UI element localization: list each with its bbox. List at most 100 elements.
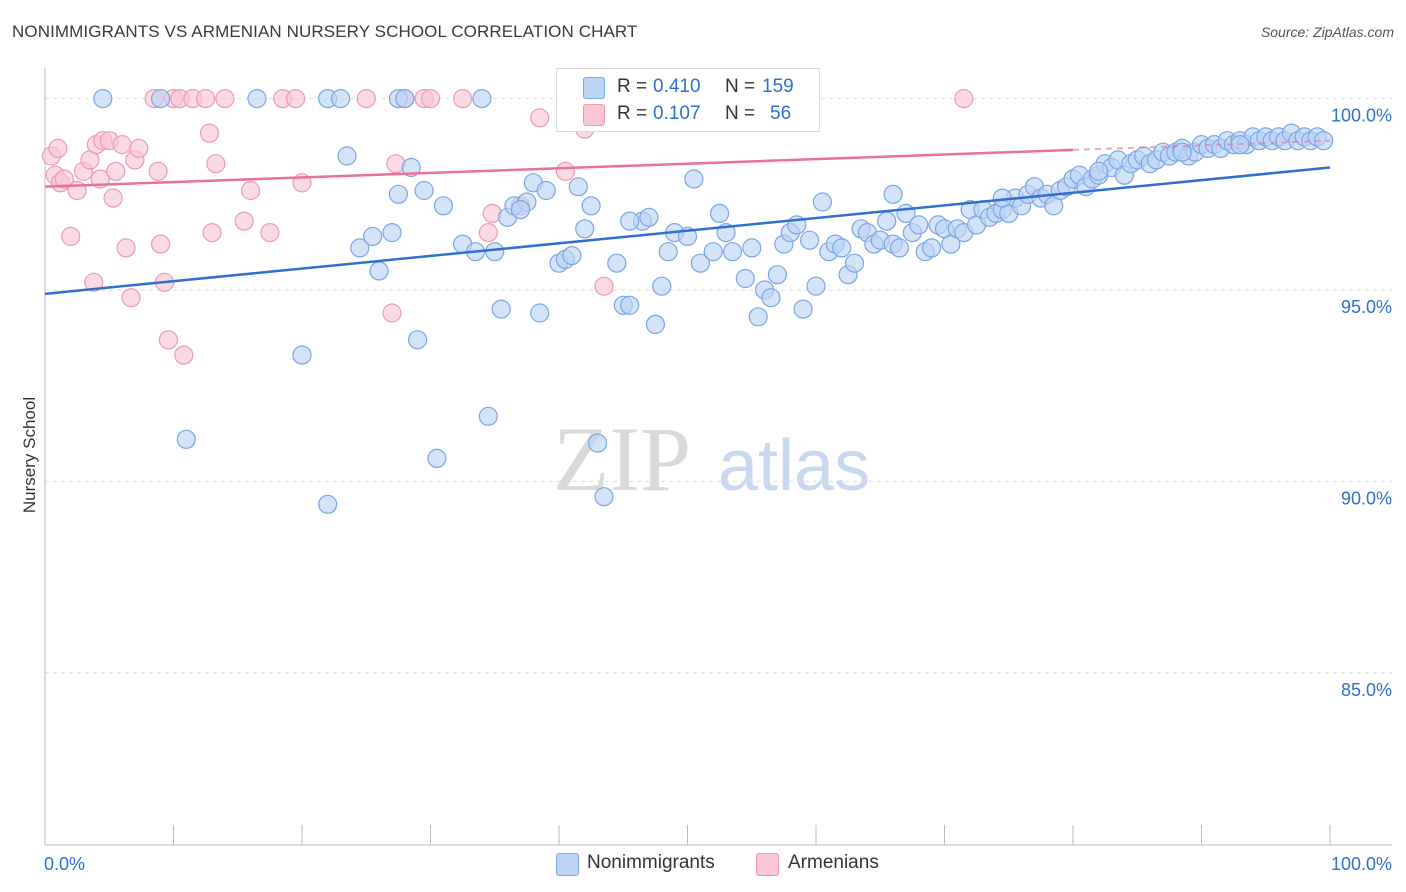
legend-n-label: N = [725,76,756,97]
point-nonimmigrants [832,238,852,258]
point-nonimmigrants [690,253,711,273]
point-armenians [420,88,441,109]
point-nonimmigrants [806,276,826,296]
legend-swatch-armenians [583,104,605,126]
legend-row-armenians: R = 0.107 N = 56 [557,100,819,128]
bottom-legend-swatch-nonimmigrants [556,853,579,876]
point-nonimmigrants [510,200,531,220]
point-armenians [594,276,614,296]
trend-line-nonimmigrants [44,166,1331,296]
y-tick-label: 85.0% [1341,680,1392,700]
point-armenians [129,138,149,158]
point-nonimmigrants [793,299,813,319]
legend-row-nonimmigrants: R = 0.410 N = 159 [557,73,819,101]
point-nonimmigrants [401,157,421,178]
point-nonimmigrants [93,88,113,109]
x-tick-label: 100.0% [1331,854,1392,874]
point-armenians [116,238,136,258]
axes [44,68,1392,846]
point-nonimmigrants [761,288,781,308]
point-nonimmigrants [568,177,588,197]
y-tick-labels: 100.0% 95.0% 90.0% 85.0% [1331,106,1392,700]
point-armenians [954,88,974,109]
point-armenians [103,188,123,208]
point-nonimmigrants [742,238,762,258]
point-armenians [202,223,222,243]
trend-line-armenians [44,148,1074,188]
point-armenians [234,211,254,231]
point-nonimmigrants [658,242,678,262]
point-armenians [61,226,81,246]
point-armenians [151,234,171,254]
point-nonimmigrants [722,242,743,262]
point-nonimmigrants [1172,142,1192,162]
point-nonimmigrants [472,88,492,109]
point-nonimmigrants [292,345,312,365]
bottom-legend-swatch-armenians [756,853,779,876]
point-nonimmigrants [703,242,723,262]
point-armenians [174,345,194,365]
y-tick-label: 90.0% [1341,488,1392,508]
trend-line-extension-armenians [1072,139,1331,151]
point-nonimmigrants [909,215,929,235]
point-nonimmigrants [594,487,614,507]
point-nonimmigrants [575,219,595,239]
point-nonimmigrants [877,211,897,231]
point-armenians [121,288,141,308]
point-nonimmigrants [331,88,351,109]
legend-n-value: 159 [762,76,794,97]
point-armenians [356,88,376,109]
point-armenians [196,88,216,109]
point-nonimmigrants [587,433,608,453]
point-armenians [199,123,220,143]
point-nonimmigrants [337,146,357,166]
point-armenians [530,108,550,128]
point-nonimmigrants [684,169,704,189]
point-armenians [286,88,306,109]
stats-legend: R = 0.410 N = 159 R = 0.107 N = 56 [556,68,820,132]
point-armenians [453,88,473,109]
y-axis-label: Nursery School [20,397,39,513]
point-nonimmigrants [562,246,582,266]
point-nonimmigrants [652,276,672,296]
point-nonimmigrants [151,88,171,109]
point-nonimmigrants [581,196,601,216]
point-armenians [148,161,168,181]
point-nonimmigrants [748,307,768,327]
point-nonimmigrants [433,196,453,216]
legend-r-label: R = [617,76,648,97]
chart-source: Source: ZipAtlas.com [1260,24,1394,40]
point-nonimmigrants [414,180,434,201]
chart-title: NONIMMIGRANTS VS ARMENIAN NURSERY SCHOOL… [12,22,638,41]
point-nonimmigrants [620,295,640,315]
legend-n-label: N = [725,103,756,124]
point-armenians [260,223,280,243]
y-tick-label: 100.0% [1331,106,1392,126]
point-nonimmigrants [1089,161,1109,181]
point-nonimmigrants [799,230,820,250]
point-nonimmigrants [491,299,511,319]
point-nonimmigrants [1313,131,1334,151]
point-armenians [84,272,104,292]
point-nonimmigrants [620,211,640,231]
point-nonimmigrants [767,265,788,285]
point-armenians [382,303,402,323]
legend-r-label: R = [617,103,648,124]
watermark: ZIP atlas [553,408,870,510]
point-nonimmigrants [812,192,833,212]
point-nonimmigrants [382,223,402,243]
point-nonimmigrants [530,303,550,323]
point-nonimmigrants [369,261,389,281]
point-nonimmigrants [889,238,910,258]
legend-r-value: 0.107 [653,103,701,124]
bottom-legend-nonimmigrants[interactable]: Nonimmigrants [556,852,736,876]
point-armenians [112,135,132,155]
watermark-atlas: atlas [718,426,870,506]
bottom-legend-armenians[interactable]: Armenians [756,852,896,876]
point-nonimmigrants [485,242,505,262]
point-nonimmigrants [709,203,730,223]
watermark-zip: ZIP [553,408,691,510]
point-nonimmigrants [247,88,267,109]
point-armenians [215,88,235,109]
